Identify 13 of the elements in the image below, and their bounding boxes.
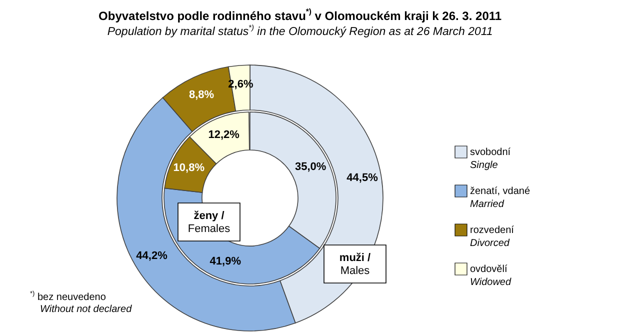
data-label: 12,2% (208, 129, 240, 142)
legend-label: ženatí, vdané Married (470, 186, 530, 210)
data-label: 10,8% (173, 162, 205, 174)
legend-label: svobodní Single (470, 147, 511, 171)
data-label: 41,9% (210, 255, 242, 268)
data-label: 35,0% (294, 161, 326, 174)
data-label: 44,2% (136, 250, 168, 262)
slice-label: ženy / Females (188, 210, 231, 235)
slice-label: muži / Males (339, 252, 371, 277)
legend-label: ovdovělí Widowed (470, 264, 512, 288)
data-label: 44,5% (346, 172, 378, 184)
data-label: 8,8% (188, 88, 214, 101)
legend-label: rozvedení Divorced (470, 225, 514, 249)
